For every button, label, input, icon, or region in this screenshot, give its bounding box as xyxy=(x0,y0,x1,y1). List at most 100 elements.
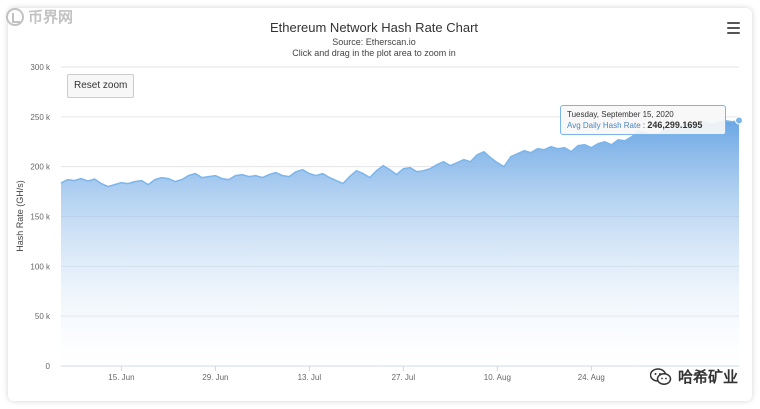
data-point[interactable] xyxy=(80,177,82,179)
data-point[interactable] xyxy=(456,162,458,164)
data-point[interactable] xyxy=(87,180,89,182)
data-point[interactable] xyxy=(483,151,485,153)
menu-bar xyxy=(727,22,740,24)
data-point[interactable] xyxy=(516,153,518,155)
menu-bar xyxy=(727,32,740,34)
y-tick-label: 100 k xyxy=(30,262,51,271)
data-point[interactable] xyxy=(382,165,384,167)
data-point[interactable] xyxy=(140,179,142,181)
data-point[interactable] xyxy=(530,152,532,154)
data-point[interactable] xyxy=(201,176,203,178)
data-point[interactable] xyxy=(557,148,559,150)
series-area xyxy=(61,120,739,366)
data-point[interactable] xyxy=(302,169,304,171)
data-point[interactable] xyxy=(261,176,263,178)
data-point[interactable] xyxy=(60,182,62,184)
data-point[interactable] xyxy=(127,182,129,184)
data-point[interactable] xyxy=(221,177,223,179)
data-point[interactable] xyxy=(583,144,585,146)
data-point[interactable] xyxy=(630,136,632,138)
data-point[interactable] xyxy=(429,168,431,170)
data-point[interactable] xyxy=(214,174,216,176)
y-tick-label: 50 k xyxy=(35,312,51,321)
data-point[interactable] xyxy=(187,174,189,176)
data-point[interactable] xyxy=(174,180,176,182)
data-point[interactable] xyxy=(563,147,565,149)
data-point[interactable] xyxy=(322,172,324,174)
y-tick-label: 200 k xyxy=(30,163,51,172)
chart-menu-button[interactable] xyxy=(727,22,740,34)
data-point[interactable] xyxy=(369,176,371,178)
data-point[interactable] xyxy=(503,166,505,168)
data-point[interactable] xyxy=(731,121,733,123)
data-point[interactable] xyxy=(73,179,75,181)
data-point[interactable] xyxy=(409,167,411,169)
data-point[interactable] xyxy=(496,162,498,164)
data-point[interactable] xyxy=(308,172,310,174)
data-point[interactable] xyxy=(255,174,257,176)
data-point[interactable] xyxy=(476,154,478,156)
data-point[interactable] xyxy=(590,147,592,149)
data-point[interactable] xyxy=(436,164,438,166)
series-avg-daily-hash-rate[interactable] xyxy=(60,116,743,366)
hover-point[interactable] xyxy=(735,116,743,125)
data-point[interactable] xyxy=(248,175,250,177)
x-tick-label: 15. Jun xyxy=(108,373,134,382)
data-point[interactable] xyxy=(597,143,599,145)
data-point[interactable] xyxy=(617,139,619,141)
data-point[interactable] xyxy=(416,171,418,173)
data-point[interactable] xyxy=(275,171,277,173)
data-point[interactable] xyxy=(100,182,102,184)
data-point[interactable] xyxy=(536,148,538,150)
data-point[interactable] xyxy=(402,168,404,170)
data-point[interactable] xyxy=(349,175,351,177)
data-point[interactable] xyxy=(510,156,512,158)
data-point[interactable] xyxy=(120,181,122,183)
data-point[interactable] xyxy=(194,172,196,174)
data-point[interactable] xyxy=(610,144,612,146)
data-point[interactable] xyxy=(577,145,579,147)
data-point[interactable] xyxy=(67,178,69,180)
data-point[interactable] xyxy=(389,169,391,171)
data-point[interactable] xyxy=(550,146,552,148)
data-point[interactable] xyxy=(463,159,465,161)
data-point[interactable] xyxy=(604,141,606,143)
data-point[interactable] xyxy=(362,172,364,174)
data-point[interactable] xyxy=(281,174,283,176)
data-point[interactable] xyxy=(147,183,149,185)
data-point[interactable] xyxy=(375,170,377,172)
data-point[interactable] xyxy=(181,178,183,180)
data-point[interactable] xyxy=(523,150,525,152)
data-point[interactable] xyxy=(114,183,116,185)
data-point[interactable] xyxy=(543,149,545,151)
data-point[interactable] xyxy=(449,165,451,167)
data-point[interactable] xyxy=(355,170,357,172)
data-point[interactable] xyxy=(422,170,424,172)
data-point[interactable] xyxy=(234,174,236,176)
data-point[interactable] xyxy=(161,176,163,178)
data-point[interactable] xyxy=(208,175,210,177)
data-point[interactable] xyxy=(328,176,330,178)
data-point[interactable] xyxy=(342,182,344,184)
data-point[interactable] xyxy=(134,180,136,182)
data-point[interactable] xyxy=(228,178,230,180)
data-point[interactable] xyxy=(315,174,317,176)
data-point[interactable] xyxy=(154,178,156,180)
data-point[interactable] xyxy=(335,179,337,181)
data-point[interactable] xyxy=(469,161,471,163)
data-point[interactable] xyxy=(442,161,444,163)
data-point[interactable] xyxy=(167,177,169,179)
data-point[interactable] xyxy=(107,185,109,187)
data-point[interactable] xyxy=(395,173,397,175)
data-point[interactable] xyxy=(489,157,491,159)
data-point[interactable] xyxy=(268,173,270,175)
reset-zoom-button[interactable]: Reset zoom xyxy=(67,74,135,98)
data-point[interactable] xyxy=(624,140,626,142)
x-tick-label: 24. Aug xyxy=(578,373,605,382)
data-point[interactable] xyxy=(295,171,297,173)
data-point[interactable] xyxy=(570,151,572,153)
data-point[interactable] xyxy=(288,175,290,177)
data-point[interactable] xyxy=(93,178,95,180)
data-point[interactable] xyxy=(241,173,243,175)
